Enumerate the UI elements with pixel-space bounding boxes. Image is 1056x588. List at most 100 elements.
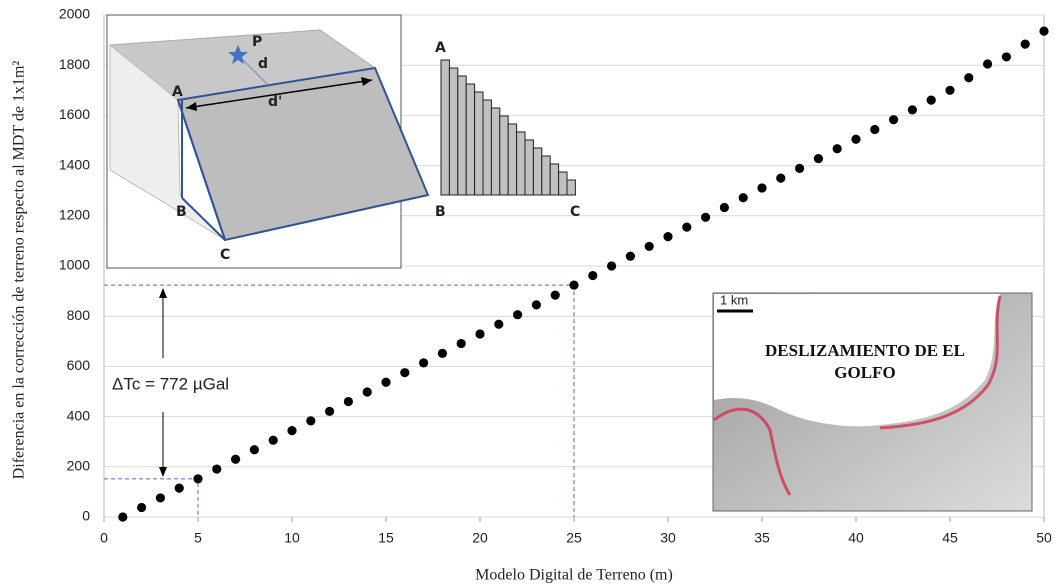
step: [566, 179, 576, 196]
diagram-label: C: [570, 204, 580, 220]
distance-line: [237, 54, 269, 86]
x-tick-label: 40: [848, 530, 864, 546]
step-profile: [440, 59, 576, 196]
data-point: [889, 115, 899, 125]
step: [457, 75, 467, 196]
y-tick-label: 1400: [59, 156, 90, 172]
diagram-label: d': [268, 94, 282, 110]
data-point: [588, 270, 598, 281]
data-point: [419, 358, 429, 368]
diagram-label: C: [220, 247, 230, 263]
data-point: [607, 261, 617, 271]
y-axis-title: Diferencia en la corrección de terreno r…: [11, 61, 28, 480]
data-point: [155, 493, 165, 503]
x-tick-label: 30: [660, 530, 676, 546]
arrowhead: [186, 102, 197, 111]
d-prime-arrow: [185, 79, 373, 109]
data-point: [231, 454, 241, 464]
step: [541, 155, 551, 196]
step: [524, 139, 534, 196]
data-point: [682, 222, 692, 232]
annotation-text: ΔTc = 772 µGal: [112, 374, 229, 393]
map-inset: 1 km DESLIZAMIENTO DE EL GOLFO: [712, 292, 1033, 512]
data-point: [193, 474, 203, 484]
data-point: [569, 280, 579, 290]
step: [465, 83, 476, 196]
x-axis-title: Modelo Digital de Terreno (m): [475, 567, 673, 584]
data-point: [513, 310, 523, 320]
data-point: [926, 95, 936, 105]
guide-line: [104, 284, 575, 517]
data-point: [212, 464, 222, 474]
data-point: [644, 241, 654, 252]
data-point: [1020, 39, 1030, 49]
map-title-box: DESLIZAMIENTO DE EL GOLFO: [765, 341, 965, 382]
diagram-label: d: [258, 56, 268, 72]
x-tick-label: 20: [472, 530, 488, 546]
x-tick-label: 50: [1036, 530, 1052, 546]
step: [474, 91, 484, 196]
x-tick-label: 45: [942, 530, 958, 546]
data-point: [719, 202, 730, 213]
y-tick-label: 1800: [59, 56, 90, 72]
y-tick-label: 600: [67, 357, 91, 373]
data-point: [400, 368, 410, 378]
x-tick-label: 15: [378, 530, 394, 546]
data-point: [249, 445, 259, 455]
data-point: [118, 512, 128, 522]
data-point: [663, 232, 673, 242]
diagram-label: A: [435, 40, 446, 56]
data-point: [268, 435, 278, 445]
y-tick-label: 0: [82, 508, 90, 524]
y-tick-label: 400: [67, 407, 91, 423]
data-point: [137, 502, 147, 513]
data-point: [287, 426, 297, 436]
step: [448, 67, 459, 196]
data-point: [945, 85, 955, 95]
point-star: [228, 45, 248, 64]
x-tick-label: 0: [100, 530, 108, 546]
y-tick-label: 2000: [59, 6, 90, 22]
step: [549, 163, 560, 196]
data-point: [795, 163, 805, 173]
coast: [713, 407, 792, 496]
data-point: [362, 387, 372, 397]
arrowhead: [159, 288, 167, 298]
arrowhead: [361, 77, 372, 86]
map-title: DESLIZAMIENTO DE EL GOLFO: [765, 341, 965, 382]
step: [499, 115, 509, 196]
data-point: [306, 416, 316, 426]
data-point: [964, 73, 974, 83]
data-point: [701, 212, 711, 222]
data-point: [531, 300, 542, 310]
data-point: [757, 183, 767, 193]
x-tick-label: 10: [284, 530, 300, 546]
coast: [879, 295, 1002, 430]
data-point: [776, 173, 786, 183]
data-point: [1039, 26, 1049, 36]
y-tick-label: 1600: [59, 106, 90, 122]
data-point: [475, 329, 485, 339]
step: [482, 99, 492, 196]
delta-annotation: ΔTc = 772 µGal: [112, 288, 229, 477]
y-tick-label: 1000: [59, 257, 90, 273]
arrowhead: [159, 467, 167, 477]
step: [532, 147, 543, 196]
step: [558, 171, 568, 196]
guide-line: [104, 478, 199, 517]
edge: [181, 197, 226, 241]
data-point: [456, 338, 466, 349]
edge: [177, 99, 226, 241]
data-point: [832, 144, 842, 154]
step: [507, 123, 518, 196]
diagram-label: A: [172, 84, 183, 100]
diagram-label: B: [176, 204, 187, 220]
diagram-inset: P d d' A B C A B C: [106, 14, 580, 269]
data-point: [625, 251, 636, 261]
data-point: [738, 193, 748, 203]
data-point: [907, 105, 918, 115]
diagram-label: B: [435, 204, 446, 220]
data-point: [550, 290, 560, 300]
step: [490, 107, 501, 196]
